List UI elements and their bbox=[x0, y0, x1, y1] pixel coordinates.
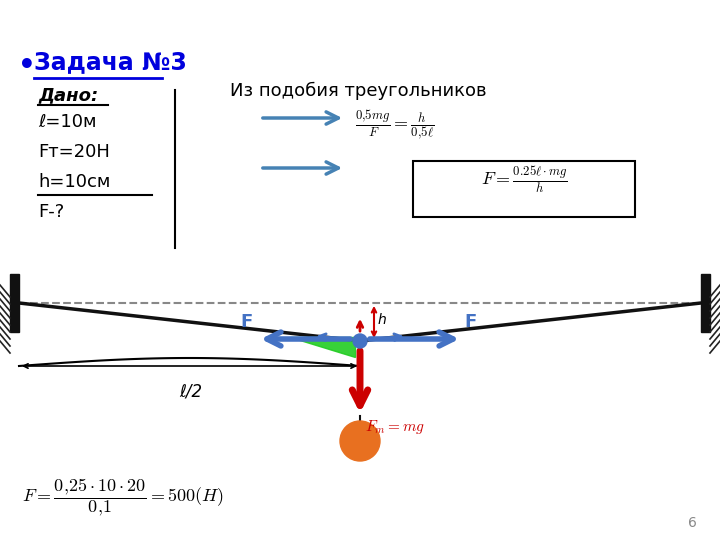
Text: Из подобия треугольников: Из подобия треугольников bbox=[230, 82, 487, 100]
Text: 6: 6 bbox=[688, 516, 697, 530]
Text: •: • bbox=[18, 52, 36, 80]
Text: $\frac{0{,}5mg}{F} = \frac{h}{0{,}5\ell}$: $\frac{0{,}5mg}{F} = \frac{h}{0{,}5\ell}… bbox=[355, 108, 434, 141]
Text: h=10см: h=10см bbox=[38, 173, 110, 191]
Polygon shape bbox=[290, 337, 355, 357]
Bar bbox=[10, 274, 19, 332]
Text: h: h bbox=[378, 313, 387, 327]
Text: ℓ/2: ℓ/2 bbox=[179, 382, 202, 400]
Text: $F = \dfrac{0{,}25 \cdot 10 \cdot 20}{0{,}1} = 500(H)$: $F = \dfrac{0{,}25 \cdot 10 \cdot 20}{0{… bbox=[22, 476, 224, 518]
Text: Дано:: Дано: bbox=[38, 86, 98, 104]
Bar bbox=[701, 274, 710, 332]
Circle shape bbox=[340, 421, 380, 461]
Text: F: F bbox=[240, 313, 252, 331]
Circle shape bbox=[353, 334, 367, 348]
Text: Задача №3: Задача №3 bbox=[34, 50, 187, 74]
Text: F: F bbox=[464, 313, 476, 331]
Text: Fт=20Н: Fт=20Н bbox=[38, 143, 110, 161]
Text: F-?: F-? bbox=[38, 203, 64, 221]
Text: $F_m = mg$: $F_m = mg$ bbox=[365, 418, 426, 436]
FancyBboxPatch shape bbox=[413, 161, 635, 217]
Text: $F = \frac{0.25\ell \cdot mg}{h}$: $F = \frac{0.25\ell \cdot mg}{h}$ bbox=[481, 165, 567, 196]
Text: ℓ=10м: ℓ=10м bbox=[38, 113, 96, 131]
